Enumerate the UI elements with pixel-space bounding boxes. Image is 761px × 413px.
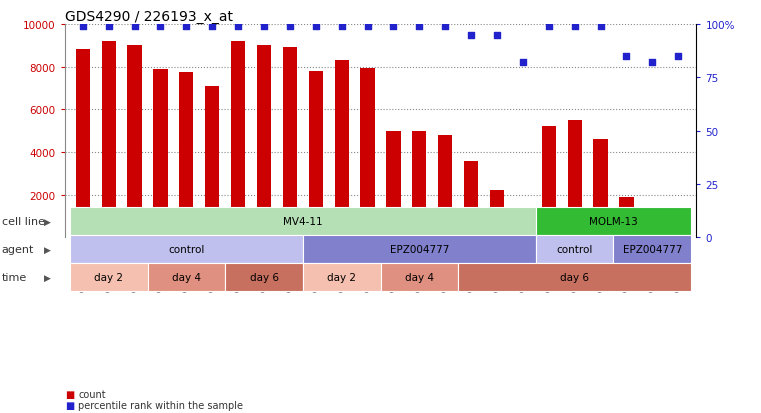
Point (284, 24, 296, 30)
Bar (205, 87, 219, 238)
Text: EPZ004777: EPZ004777 (390, 244, 449, 254)
Bar (309, 72, 323, 238)
Point (180, 24, 193, 30)
Text: GSM739153: GSM739153 (130, 240, 139, 291)
Text: GSM739166: GSM739166 (622, 240, 631, 292)
Text: GSM739149: GSM739149 (337, 240, 346, 291)
Bar (101, 42, 116, 238)
Point (387, 24, 400, 30)
Text: GSM739171: GSM739171 (596, 240, 605, 291)
Point (77, 24, 89, 30)
Point (543, 24, 555, 30)
Text: GSM739148: GSM739148 (311, 240, 320, 291)
Bar (283, 48, 297, 238)
Text: count: count (78, 389, 106, 399)
Text: GSM739165: GSM739165 (285, 240, 295, 291)
Bar (464, 161, 478, 238)
Text: ■: ■ (65, 389, 74, 399)
Bar (257, 46, 271, 238)
Text: GSM739164: GSM739164 (260, 240, 269, 291)
Text: GSM739169: GSM739169 (544, 240, 553, 291)
Text: GSM739160: GSM739160 (466, 240, 476, 291)
Point (336, 24, 348, 30)
Bar (438, 135, 452, 238)
Bar (490, 191, 504, 238)
Text: ▶: ▶ (44, 245, 51, 254)
Text: cell line: cell line (2, 216, 45, 226)
Text: GSM739158: GSM739158 (182, 240, 191, 291)
Point (310, 24, 322, 30)
Bar (127, 46, 142, 238)
Text: GSM739168: GSM739168 (673, 240, 683, 292)
Text: GSM739163: GSM739163 (234, 240, 243, 292)
Point (232, 24, 244, 30)
Text: control: control (556, 244, 593, 254)
Text: ▶: ▶ (44, 273, 51, 282)
Point (568, 24, 581, 30)
Point (413, 24, 425, 30)
Text: GSM739159: GSM739159 (208, 240, 217, 291)
Bar (231, 42, 245, 238)
Point (439, 24, 451, 30)
Text: MOLM-13: MOLM-13 (589, 216, 638, 226)
Text: GSM739150: GSM739150 (363, 240, 372, 291)
Bar (568, 121, 581, 238)
Text: GSM739157: GSM739157 (156, 240, 165, 291)
Text: control: control (168, 244, 205, 254)
Text: GSM739161: GSM739161 (492, 240, 501, 291)
Text: day 6: day 6 (250, 273, 279, 282)
Text: agent: agent (2, 244, 34, 254)
Point (129, 24, 141, 30)
Point (206, 24, 218, 30)
Text: day 2: day 2 (327, 273, 356, 282)
Text: GSM739151: GSM739151 (78, 240, 88, 291)
Bar (516, 225, 530, 238)
Point (594, 24, 607, 30)
Point (491, 32, 503, 39)
Point (517, 60, 529, 66)
Point (672, 53, 684, 60)
Text: EPZ004777: EPZ004777 (622, 244, 682, 254)
Text: day 6: day 6 (560, 273, 589, 282)
Text: GSM739170: GSM739170 (570, 240, 579, 291)
Text: ▶: ▶ (44, 217, 51, 226)
Point (465, 32, 477, 39)
Text: day 4: day 4 (172, 273, 201, 282)
Text: percentile rank within the sample: percentile rank within the sample (78, 400, 244, 410)
Text: GSM739167: GSM739167 (648, 240, 657, 292)
Bar (594, 140, 607, 238)
Bar (180, 73, 193, 238)
Text: day 4: day 4 (405, 273, 434, 282)
Bar (619, 197, 634, 238)
Text: GSM739152: GSM739152 (104, 240, 113, 291)
Bar (154, 69, 167, 238)
Text: GSM739155: GSM739155 (415, 240, 424, 291)
Point (154, 24, 167, 30)
Text: day 2: day 2 (94, 273, 123, 282)
Text: GSM739156: GSM739156 (441, 240, 450, 291)
Bar (645, 225, 660, 238)
Text: GDS4290 / 226193_x_at: GDS4290 / 226193_x_at (65, 10, 233, 24)
Bar (387, 131, 400, 238)
Bar (542, 127, 556, 238)
Point (258, 24, 270, 30)
Bar (361, 69, 374, 238)
Bar (335, 61, 349, 238)
Text: MV4-11: MV4-11 (283, 216, 323, 226)
Point (103, 24, 115, 30)
Point (361, 24, 374, 30)
Text: ■: ■ (65, 400, 74, 410)
Bar (412, 131, 426, 238)
Text: GSM739154: GSM739154 (389, 240, 398, 291)
Point (646, 60, 658, 66)
Bar (671, 210, 686, 238)
Text: GSM739162: GSM739162 (518, 240, 527, 291)
Bar (75, 50, 90, 238)
Point (620, 53, 632, 60)
Text: time: time (2, 273, 27, 282)
